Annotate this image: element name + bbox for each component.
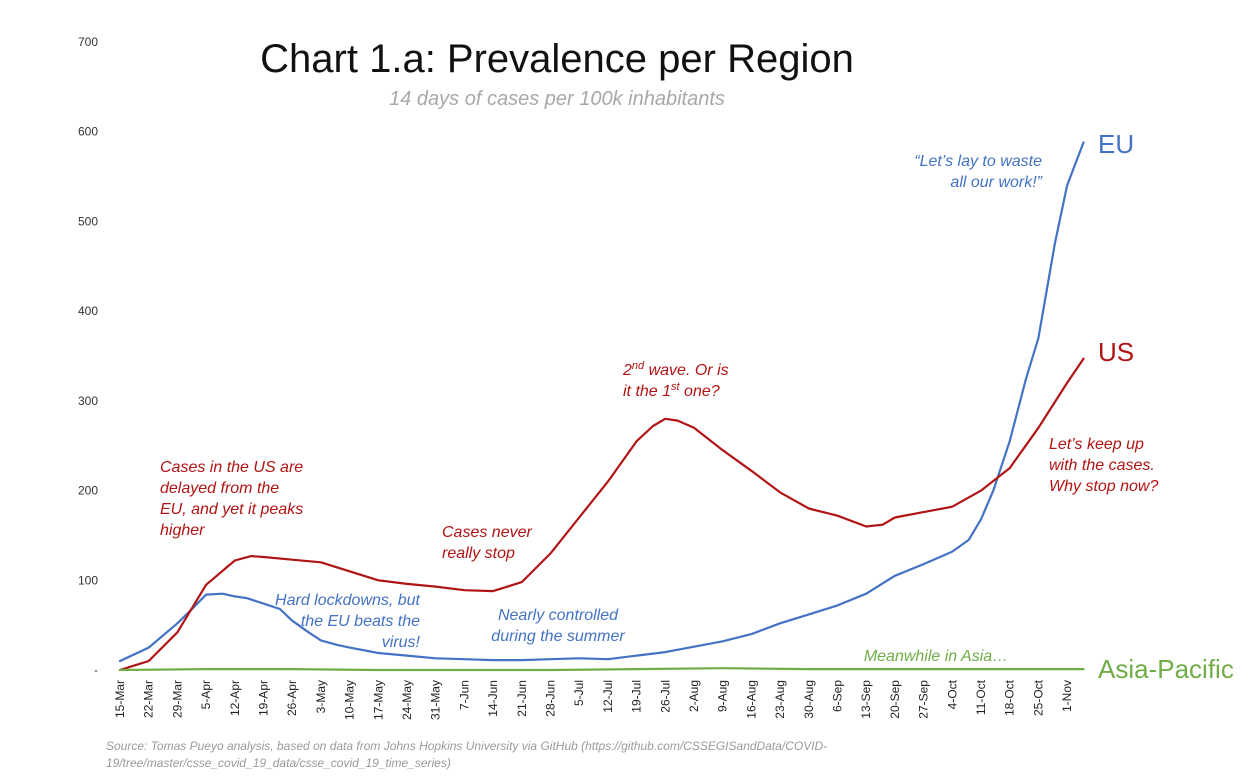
y-tick-label: 700 [78,35,98,49]
x-tick-label: 2-Aug [687,680,701,712]
chart-title: Chart 1.a: Prevalence per Region [260,37,854,81]
y-tick-label: 400 [78,304,98,318]
end-label-layer: EU US Asia-Pacific [1098,129,1234,684]
x-tick-label: 30-Aug [802,680,816,719]
annotation: Meanwhile in Asia… [864,648,1008,665]
source-note-line-1: Source: Tomas Pueyo analysis, based on d… [106,739,827,753]
annotation: “Let’s lay to waste all our work!” [914,153,1042,191]
x-tick-label: 22-Mar [142,680,156,718]
x-tick-label: 23-Aug [773,680,787,719]
series-line-asia-pacific [118,667,1085,672]
x-tick-label: 26-Apr [285,680,299,716]
x-tick-label: 26-Jul [658,680,672,713]
series-layer [118,141,1085,672]
x-tick-label: 3-May [314,680,328,713]
end-label-asia-pacific: Asia-Pacific [1098,654,1234,684]
x-tick-label: 15-Mar [113,680,127,718]
x-tick-label: 11-Oct [974,679,988,715]
annotation: Let’s keep up with the cases. Why stop now… [1049,436,1158,495]
x-tick-label: 13-Sep [859,680,873,719]
x-tick-label: 16-Aug [744,680,758,719]
annotation: Nearly controlled during the summer [491,607,625,645]
end-label-us: US [1098,337,1134,367]
x-tick-label: 21-Jun [515,680,529,717]
annotation: Cases in the US are delayed from the EU, a… [160,459,303,539]
x-axis: 15-Mar 22-Mar 29-Mar 5-Apr 12-Apr 19-Apr 26-Ap… [113,679,1074,720]
x-tick-label: 12-Jul [601,680,615,713]
y-axis: - 100 200 300 400 500 600 700 [78,35,98,677]
y-tick-label: 100 [78,573,98,587]
x-tick-label: 19-Apr [257,680,271,716]
x-tick-label: 6-Sep [831,680,845,712]
x-tick-label: 29-Mar [170,680,184,718]
x-tick-label: 28-Jun [544,680,558,717]
x-tick-label: 7-Jun [457,680,471,710]
x-tick-label: 4-Oct [945,679,959,709]
x-tick-label: 18-Oct [1003,679,1017,716]
x-tick-label: 19-Jul [630,680,644,713]
y-tick-label: 500 [78,214,98,228]
annotation: 2nd wave. Or is it the 1st one? [622,360,729,400]
y-tick-label: - [94,663,98,677]
x-tick-label: 17-May [371,680,385,720]
x-tick-label: 5-Jul [572,680,586,706]
x-tick-label: 10-May [343,680,357,720]
chart-subtitle: 14 days of cases per 100k inhabitants [389,88,725,110]
x-tick-label: 20-Sep [888,680,902,719]
y-tick-label: 300 [78,394,98,408]
y-tick-label: 600 [78,125,98,139]
annotation: Hard lockdowns, but the EU beats the virus… [275,592,421,651]
x-tick-label: 12-Apr [228,680,242,716]
x-tick-label: 14-Jun [486,680,500,717]
y-tick-label: 200 [78,484,98,498]
series-line-eu [118,141,1085,663]
x-tick-label: 25-Oct [1031,679,1045,716]
series-line-us [118,357,1085,672]
source-note-line-2: 19/tree/master/csse_covid_19_data/csse_c… [106,756,451,770]
x-tick-label: 27-Sep [917,680,931,719]
x-tick-label: 9-Aug [716,680,730,712]
x-tick-label: 31-May [429,680,443,720]
annotation-layer: Cases in the US are delayed from the EU, a… [160,153,1158,665]
annotation: Cases never really stop [442,524,532,562]
end-label-eu: EU [1098,129,1134,159]
x-tick-label: 1-Nov [1060,680,1074,712]
x-tick-label: 24-May [400,680,414,720]
x-tick-label: 5-Apr [199,680,213,709]
